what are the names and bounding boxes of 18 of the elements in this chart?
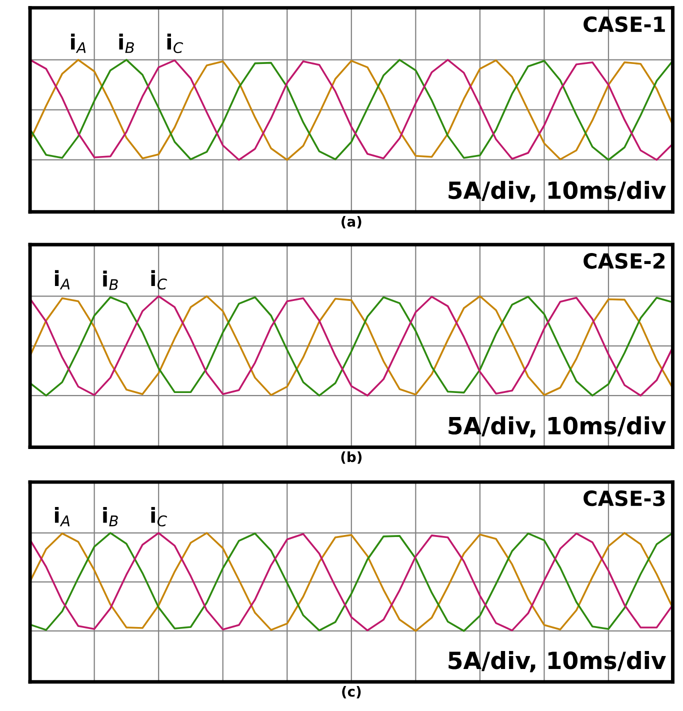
series-label: i$_{A}$ <box>71 34 86 53</box>
x-axis-title: (c) <box>342 686 361 698</box>
series-label: i$_{C}$ <box>151 506 168 526</box>
series-label: i$_{B}$ <box>119 34 134 53</box>
text: 5A/div, 10ms/div <box>448 180 666 202</box>
text: 5A/div, 10ms/div <box>448 651 666 672</box>
x-axis-title: (a) <box>342 216 362 228</box>
series-label: i$_{A}$ <box>54 270 70 290</box>
chart-title: CASE-2 <box>584 253 665 269</box>
x-axis-title: (b) <box>341 451 362 464</box>
chart-title: CASE-1 <box>584 16 665 32</box>
series-label: i$_{A}$ <box>54 506 70 526</box>
series-label: i$_{C}$ <box>167 34 184 54</box>
text: 5A/div, 10ms/div <box>448 416 666 438</box>
chart-title: CASE-3 <box>584 490 665 506</box>
series-label: i$_{B}$ <box>103 506 118 526</box>
series-label: i$_{C}$ <box>151 270 168 290</box>
series-label: i$_{B}$ <box>103 270 118 290</box>
